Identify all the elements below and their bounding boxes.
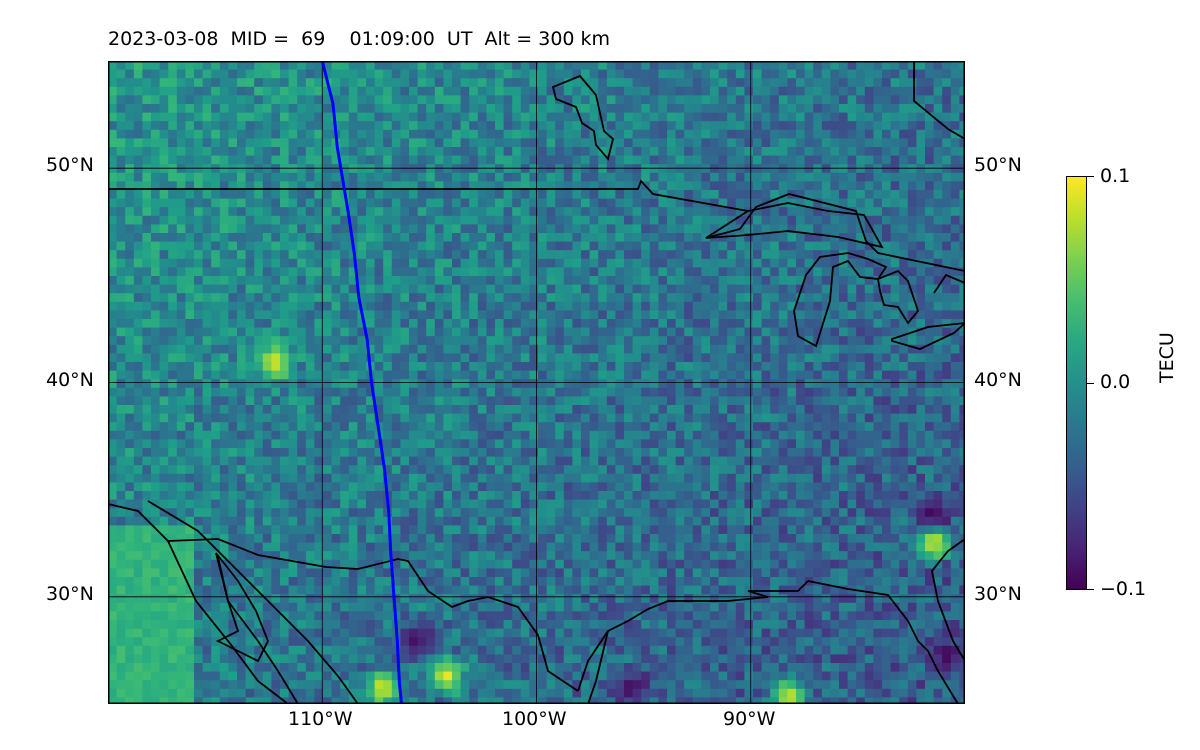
gulf-coast <box>587 580 959 704</box>
lat-label-right-30: 30°N <box>974 583 1022 605</box>
lake-ontario-edge <box>933 273 965 294</box>
colorbar-tick-bottom <box>1087 589 1094 590</box>
colorbar-label-min: −0.1 <box>1100 578 1147 600</box>
lake-superior <box>705 202 884 249</box>
lake-erie <box>891 322 965 350</box>
colorbar-label-zero: 0.0 <box>1100 371 1131 393</box>
mexico-pacific-coast <box>147 500 359 704</box>
us-mexico-border <box>167 538 579 692</box>
lat-label-left-30: 30°N <box>46 583 94 605</box>
lon-label-90w: 90°W <box>723 708 776 730</box>
colorbar <box>1066 176 1087 590</box>
atlantic-coast <box>931 538 965 662</box>
lon-label-100w: 100°W <box>502 708 567 730</box>
colorbar-tick-top <box>1087 176 1094 177</box>
great-lakes-shore <box>705 193 965 272</box>
lat-label-right-50: 50°N <box>974 154 1022 176</box>
colorbar-tick-mid <box>1087 383 1094 384</box>
lon-label-110w: 110°W <box>288 708 353 730</box>
lat-label-left-40: 40°N <box>46 369 94 391</box>
us-canada-border <box>108 179 749 212</box>
baja-peninsula <box>215 552 269 663</box>
gridlines <box>108 61 965 704</box>
hudson-bay <box>551 74 615 161</box>
colorbar-label-max: 0.1 <box>1100 165 1131 187</box>
labrador-coast <box>913 61 965 140</box>
map-frame <box>108 61 965 704</box>
texas-coast <box>577 630 609 692</box>
lat-label-right-40: 40°N <box>974 369 1022 391</box>
lake-michigan <box>793 252 888 348</box>
colorbar-title: TECU <box>1156 332 1178 383</box>
plot-title: 2023-03-08 MID = 69 01:09:00 UT Alt = 30… <box>108 28 611 50</box>
baja-pacific-coast <box>108 503 289 704</box>
tec-map <box>108 61 965 704</box>
lake-huron <box>876 269 920 325</box>
satellite-track <box>320 61 403 704</box>
coastlines-and-borders <box>108 61 965 704</box>
lat-label-left-50: 50°N <box>46 154 94 176</box>
tec-heatmap <box>108 61 965 704</box>
